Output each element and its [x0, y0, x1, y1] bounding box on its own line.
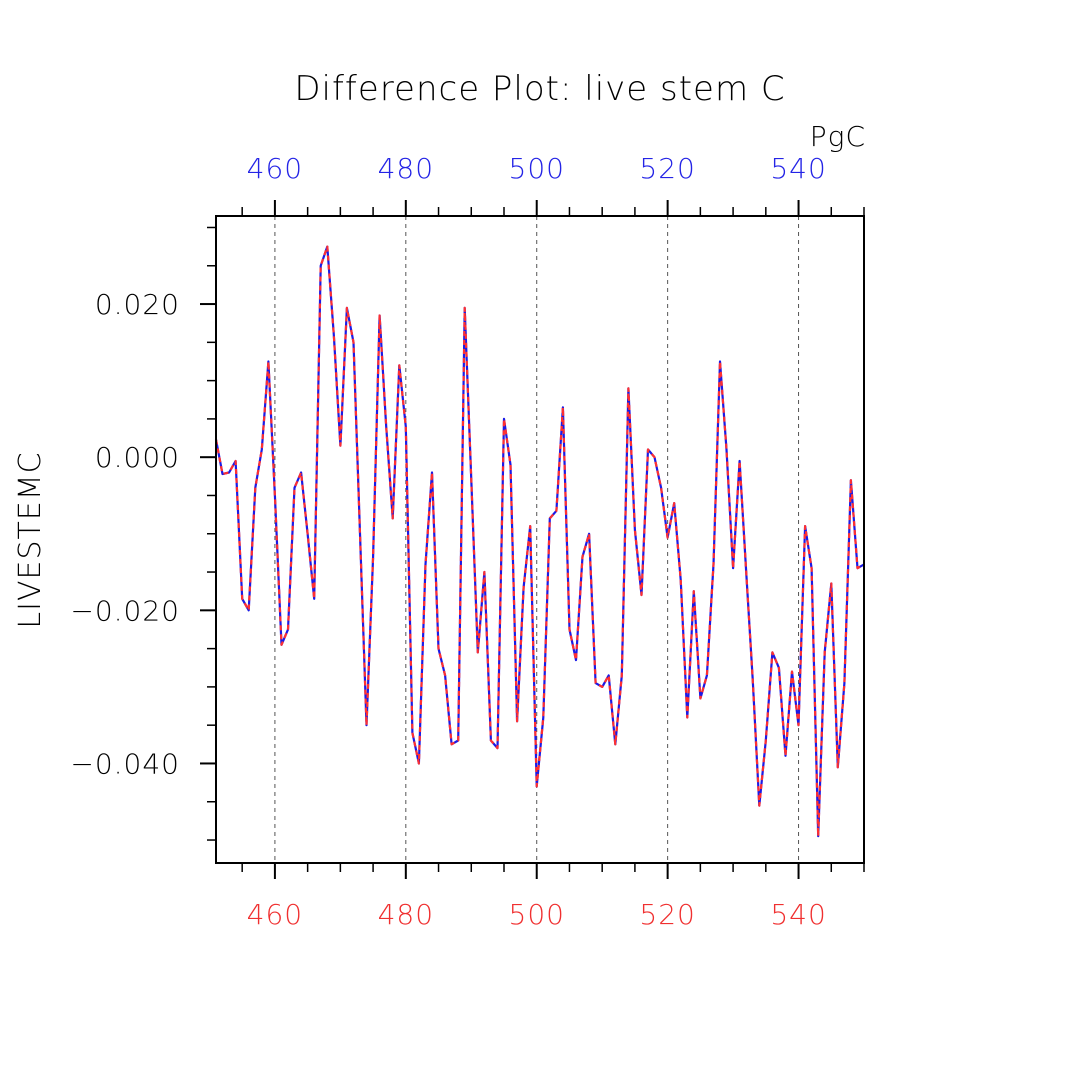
tick-labels: 460 460 480 480 500 500 520 520 540 540 0.020 0.000…: [70, 152, 826, 931]
y-tick-label: 0.000: [95, 441, 180, 474]
units-label: PgC: [810, 120, 866, 153]
y-tick-label: 0.020: [95, 288, 180, 321]
x-bottom-tick-label: 500: [509, 898, 565, 931]
x-bottom-tick-label: 540: [770, 898, 826, 931]
x-top-tick-label: 460: [247, 152, 303, 185]
series-line-red-dashed: [214, 245, 865, 838]
x-bottom-tick-label: 520: [639, 898, 695, 931]
x-top-tick-label: 500: [509, 152, 565, 185]
x-bottom-tick-label: 460: [247, 898, 303, 931]
y-axis-label: LIVESTEMC: [13, 451, 48, 628]
chart-title: Difference Plot: live stem C: [294, 69, 785, 109]
y-tick-label: −0.040: [70, 747, 180, 780]
y-tick-label: −0.020: [70, 594, 180, 627]
x-top-tick-label: 520: [639, 152, 695, 185]
data-series: [214, 245, 865, 838]
grid-lines: [274, 216, 800, 863]
axis-ticks: [200, 200, 865, 879]
plot-frame: [215, 215, 865, 864]
x-bottom-tick-label: 480: [378, 898, 434, 931]
x-top-tick-label: 540: [770, 152, 826, 185]
x-top-tick-label: 480: [378, 152, 434, 185]
